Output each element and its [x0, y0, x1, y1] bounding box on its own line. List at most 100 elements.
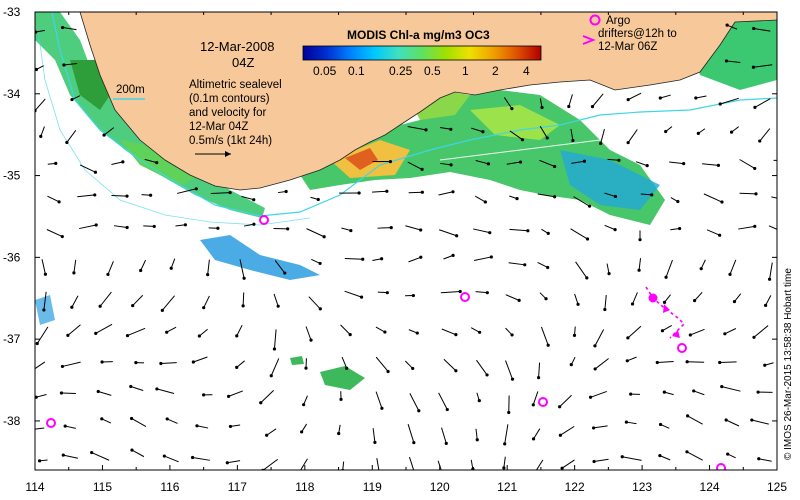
velocity-arrow-head — [415, 331, 419, 335]
velocity-arrow-head — [782, 231, 785, 234]
velocity-arrow-head — [617, 158, 621, 162]
velocity-arrow-shaft — [594, 458, 609, 462]
velocity-arrow-head — [202, 393, 206, 397]
velocity-arrow-shaft — [144, 158, 157, 164]
velocity-arrow-shaft — [753, 64, 773, 68]
contour-secondary-line — [37, 29, 311, 226]
velocity-arrow-head — [676, 199, 680, 204]
velocity-arrow-shaft — [573, 196, 590, 207]
velocity-arrow-head — [510, 107, 514, 111]
velocity-arrow-head — [658, 454, 662, 458]
velocity-arrow-shaft — [533, 428, 541, 440]
velocity-arrow-shaft — [439, 229, 457, 237]
velocity-arrow-head — [42, 308, 46, 312]
velocity-arrow-head — [125, 333, 130, 338]
velocity-arrow-head — [149, 193, 153, 197]
velocity-arrow-shaft — [640, 193, 652, 196]
velocity-arrow-head — [664, 129, 668, 134]
velocity-arrow-shaft — [376, 458, 380, 470]
velocity-arrow-shaft — [503, 97, 513, 109]
velocity-arrow-head — [90, 450, 94, 455]
velocity-arrow-shaft — [308, 296, 321, 310]
velocity-arrow-shaft — [443, 254, 454, 260]
velocity-arrow-head — [475, 438, 479, 442]
velocity-arrow-shaft — [166, 326, 177, 333]
velocity-arrow-shaft — [196, 425, 209, 429]
velocity-arrow-shaft — [540, 326, 549, 346]
velocity-arrow-shaft — [635, 161, 648, 167]
velocity-arrow-shaft — [47, 195, 60, 203]
velocity-arrow-head — [694, 96, 698, 100]
velocity-arrow-head — [35, 67, 39, 72]
velocity-arrow-head — [265, 433, 269, 437]
velocity-arrow-shaft — [471, 127, 484, 133]
velocity-arrow-head — [458, 289, 462, 294]
velocity-arrow-head — [478, 330, 482, 334]
velocity-arrow-head — [152, 224, 156, 229]
velocity-arrow-head — [732, 299, 737, 304]
velocity-arrow-head — [720, 200, 724, 204]
velocity-arrow-head — [526, 229, 530, 233]
velocity-arrow-shaft — [274, 260, 286, 274]
velocity-arrow-shaft — [127, 327, 146, 337]
velocity-arrow-shaft — [210, 192, 231, 194]
velocity-arrow-head — [540, 105, 544, 110]
velocity-arrow-shaft — [538, 362, 541, 378]
velocity-arrow-head — [567, 104, 571, 109]
velocity-arrow-shaft — [408, 456, 415, 470]
velocity-arrow-head — [531, 437, 536, 441]
velocity-arrow-shaft — [664, 391, 674, 396]
velocity-arrow-head — [515, 196, 519, 201]
velocity-arrow-head — [131, 303, 135, 308]
velocity-arrow-head — [413, 471, 416, 474]
velocity-arrow-shaft — [725, 419, 740, 427]
velocity-arrow-head — [753, 166, 757, 171]
velocity-arrow-head — [685, 414, 690, 418]
velocity-arrow-head — [57, 200, 61, 204]
velocity-arrow-head — [724, 418, 728, 422]
velocity-arrow-shaft — [607, 158, 619, 161]
velocity-arrow-head — [228, 424, 233, 429]
velocity-arrow-shaft — [693, 390, 705, 396]
velocity-arrow-shaft — [177, 188, 197, 194]
argo-legend-marker — [589, 14, 601, 26]
velocity-arrow-head — [638, 238, 642, 242]
sealevel-contour-line — [439, 134, 661, 161]
velocity-arrow-shaft — [228, 390, 243, 397]
velocity-arrow-shaft — [344, 290, 362, 298]
velocity-arrow-head — [590, 105, 595, 109]
velocity-arrow-shaft — [407, 424, 415, 443]
velocity-arrow-shaft — [687, 361, 705, 363]
x-axis: 114 115 116 117 118 119 120 121 122 123 124 125 — [25, 12, 787, 494]
velocity-arrow-head — [70, 305, 74, 309]
velocity-arrow-shaft — [36, 326, 49, 344]
altimetry-line-5: 0.5m/s (1kt 24h) — [189, 135, 272, 147]
colorbar-tick-label: 0.05 — [313, 64, 337, 78]
x-tick-label: 121 — [497, 480, 517, 494]
velocity-arrow-shaft — [375, 391, 383, 409]
velocity-arrow-head — [785, 159, 788, 162]
velocity-arrow-head — [300, 430, 304, 434]
velocity-arrow-head — [544, 297, 548, 301]
velocity-arrow-shaft — [175, 224, 186, 227]
x-tick-label: 115 — [93, 480, 112, 494]
velocity-arrow-shaft — [65, 425, 76, 429]
velocity-arrow-head — [361, 257, 365, 261]
velocity-arrow-head — [502, 466, 506, 470]
velocity-arrow-head — [449, 163, 453, 167]
velocity-arrow-head — [756, 390, 760, 394]
velocity-arrow-head — [318, 261, 322, 266]
velocity-arrow-head — [558, 405, 562, 409]
velocity-arrow-head — [588, 204, 592, 208]
velocity-arrow-head — [385, 189, 389, 193]
velocity-arrow-head — [629, 392, 633, 396]
velocity-arrow-shaft — [475, 428, 478, 440]
velocity-arrow-shaft — [720, 97, 739, 105]
velocity-arrow-shaft — [404, 360, 414, 369]
x-tick-label: 114 — [25, 480, 44, 494]
velocity-arrow-head — [304, 366, 308, 370]
velocity-arrow-head — [560, 466, 564, 470]
velocity-arrow-shaft — [532, 391, 539, 405]
velocity-arrow-shaft — [561, 459, 575, 469]
velocity-arrow-shaft — [66, 130, 77, 143]
